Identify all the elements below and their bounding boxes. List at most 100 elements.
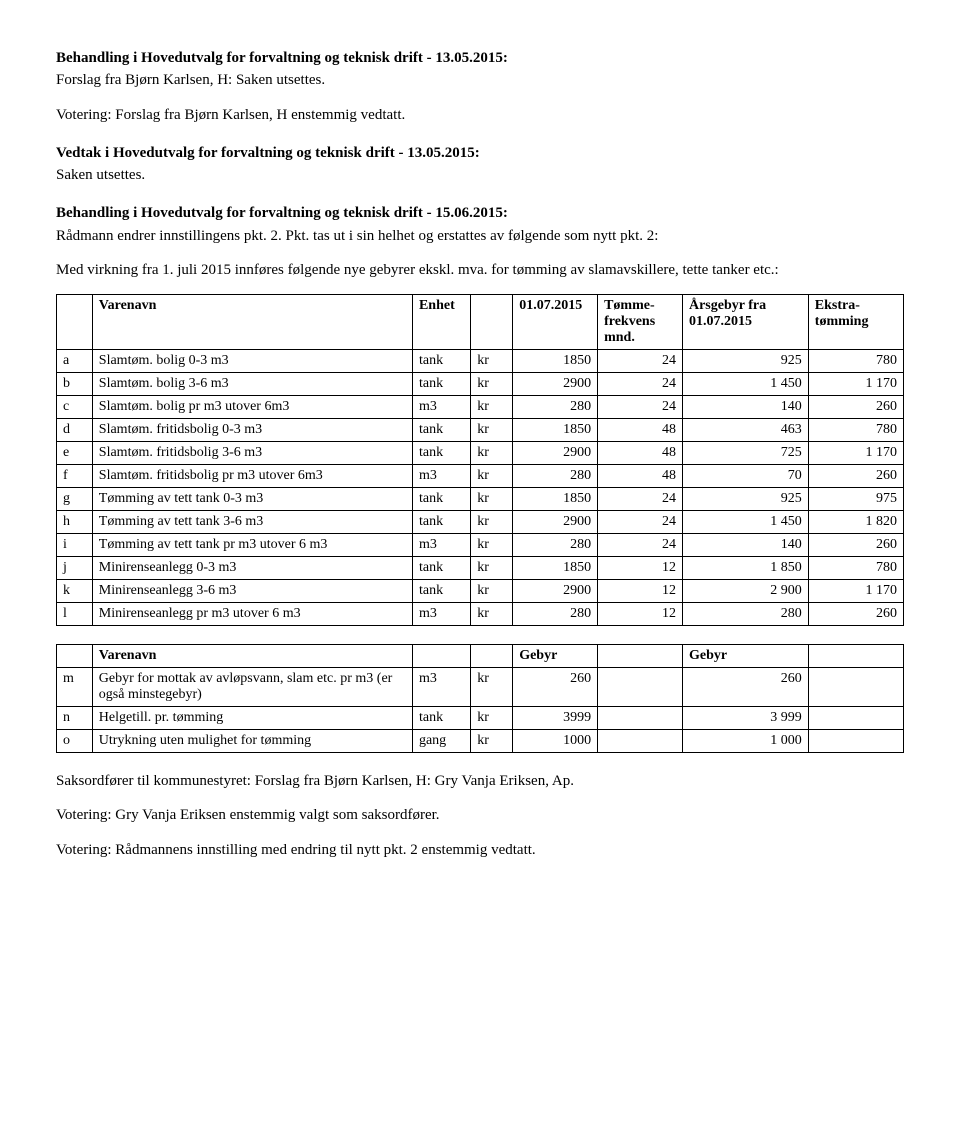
cell-freq: 24 <box>598 534 683 557</box>
cell-freq: 48 <box>598 465 683 488</box>
cell-name: Tømming av tett tank 0-3 m3 <box>92 488 412 511</box>
heading-1-sub: Forslag fra Bjørn Karlsen, H: Saken utse… <box>56 70 904 90</box>
cell-price: 1850 <box>513 557 598 580</box>
cell-idx: j <box>57 557 93 580</box>
cell-freq: 24 <box>598 350 683 373</box>
th2-kr-blank <box>471 645 513 668</box>
cell-enhet: tank <box>412 580 470 603</box>
cell-idx: k <box>57 580 93 603</box>
cell-freq-blank <box>598 730 683 753</box>
cell-yr: 725 <box>682 442 808 465</box>
table-row: jMinirenseanlegg 0-3 m3tankkr1850121 850… <box>57 557 904 580</box>
cell-name: Slamtøm. fritidsbolig pr m3 utover 6m3 <box>92 465 412 488</box>
table-row: lMinirenseanlegg pr m3 utover 6 m3m3kr28… <box>57 603 904 626</box>
table-row: bSlamtøm. bolig 3-6 m3tankkr2900241 4501… <box>57 373 904 396</box>
fee-table-1: Varenavn Enhet 01.07.2015 Tømme-frekvens… <box>56 294 904 626</box>
cell-extra: 260 <box>808 396 903 419</box>
cell-extra-blank <box>808 707 903 730</box>
cell-price: 280 <box>513 603 598 626</box>
cell-yr: 260 <box>682 668 808 707</box>
cell-kr: kr <box>471 730 513 753</box>
cell-idx: h <box>57 511 93 534</box>
cell-idx: d <box>57 419 93 442</box>
cell-extra: 260 <box>808 465 903 488</box>
cell-enhet: tank <box>412 707 470 730</box>
cell-name: Helgetill. pr. tømming <box>92 707 412 730</box>
cell-idx: n <box>57 707 93 730</box>
cell-kr: kr <box>471 396 513 419</box>
cell-price: 280 <box>513 396 598 419</box>
heading-2-sub: Saken utsettes. <box>56 165 904 185</box>
cell-freq-blank <box>598 707 683 730</box>
cell-price: 2900 <box>513 373 598 396</box>
cell-idx: g <box>57 488 93 511</box>
cell-name: Utrykning uten mulighet for tømming <box>92 730 412 753</box>
cell-freq: 12 <box>598 580 683 603</box>
cell-price: 1850 <box>513 419 598 442</box>
th2-varenavn: Varenavn <box>92 645 412 668</box>
cell-extra: 780 <box>808 557 903 580</box>
cell-name: Slamtøm. fritidsbolig 3-6 m3 <box>92 442 412 465</box>
th-tomme: Tømme-frekvens mnd. <box>598 295 683 350</box>
heading-1: Behandling i Hovedutvalg for forvaltning… <box>56 48 904 68</box>
cell-name: Slamtøm. bolig pr m3 utover 6m3 <box>92 396 412 419</box>
table-row: mGebyr for mottak av avløpsvann, slam et… <box>57 668 904 707</box>
th2-extra-blank <box>808 645 903 668</box>
table-row: cSlamtøm. bolig pr m3 utover 6m3m3kr2802… <box>57 396 904 419</box>
cell-name: Gebyr for mottak av avløpsvann, slam etc… <box>92 668 412 707</box>
table-row: eSlamtøm. fritidsbolig 3-6 m3tankkr29004… <box>57 442 904 465</box>
cell-kr: kr <box>471 557 513 580</box>
table-row: oUtrykning uten mulighet for tømminggang… <box>57 730 904 753</box>
cell-extra: 260 <box>808 603 903 626</box>
th-kr-blank <box>471 295 513 350</box>
cell-yr: 463 <box>682 419 808 442</box>
cell-enhet: m3 <box>412 465 470 488</box>
cell-kr: kr <box>471 580 513 603</box>
cell-yr: 140 <box>682 534 808 557</box>
cell-price: 2900 <box>513 580 598 603</box>
th-date: 01.07.2015 <box>513 295 598 350</box>
cell-enhet: tank <box>412 350 470 373</box>
cell-extra-blank <box>808 730 903 753</box>
cell-enhet: m3 <box>412 668 470 707</box>
cell-kr: kr <box>471 603 513 626</box>
th2-freq-blank <box>598 645 683 668</box>
cell-yr: 2 900 <box>682 580 808 603</box>
cell-enhet: tank <box>412 419 470 442</box>
cell-freq: 12 <box>598 603 683 626</box>
table-row: kMinirenseanlegg 3-6 m3tankkr2900122 900… <box>57 580 904 603</box>
cell-freq: 24 <box>598 511 683 534</box>
cell-extra: 780 <box>808 350 903 373</box>
cell-enhet: gang <box>412 730 470 753</box>
cell-name: Slamtøm. bolig 0-3 m3 <box>92 350 412 373</box>
cell-idx: f <box>57 465 93 488</box>
cell-yr: 1 850 <box>682 557 808 580</box>
th-blank <box>57 295 93 350</box>
cell-idx: a <box>57 350 93 373</box>
cell-freq: 48 <box>598 442 683 465</box>
table-row: fSlamtøm. fritidsbolig pr m3 utover 6m3m… <box>57 465 904 488</box>
cell-idx: b <box>57 373 93 396</box>
cell-kr: kr <box>471 350 513 373</box>
th2-blank <box>57 645 93 668</box>
cell-price: 2900 <box>513 442 598 465</box>
cell-kr: kr <box>471 534 513 557</box>
cell-name: Minirenseanlegg 0-3 m3 <box>92 557 412 580</box>
th-enhet: Enhet <box>412 295 470 350</box>
cell-kr: kr <box>471 668 513 707</box>
cell-extra: 1 170 <box>808 442 903 465</box>
table-row: gTømming av tett tank 0-3 m3tankkr185024… <box>57 488 904 511</box>
cell-extra-blank <box>808 668 903 707</box>
cell-enhet: tank <box>412 373 470 396</box>
cell-idx: m <box>57 668 93 707</box>
cell-enhet: m3 <box>412 534 470 557</box>
cell-extra: 1 170 <box>808 373 903 396</box>
cell-enhet: tank <box>412 488 470 511</box>
cell-freq: 48 <box>598 419 683 442</box>
cell-price: 280 <box>513 465 598 488</box>
cell-enhet: m3 <box>412 603 470 626</box>
cell-extra: 1 820 <box>808 511 903 534</box>
cell-kr: kr <box>471 442 513 465</box>
cell-yr: 925 <box>682 488 808 511</box>
table2-header-row: Varenavn Gebyr Gebyr <box>57 645 904 668</box>
